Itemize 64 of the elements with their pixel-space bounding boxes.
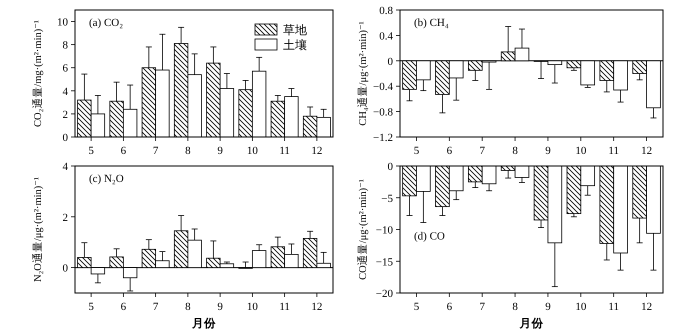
xtick: 6 xyxy=(120,145,126,157)
xtick: 11 xyxy=(279,301,290,313)
ytick: −5 xyxy=(381,192,393,205)
xtick: 12 xyxy=(311,145,322,157)
xtick: 9 xyxy=(545,145,551,157)
ylabel: CO通量/μg·(m²·min)⁻¹ xyxy=(358,179,369,280)
xtick: 9 xyxy=(545,301,551,313)
xtick: 12 xyxy=(641,145,652,157)
xtick: 5 xyxy=(88,145,94,157)
xtick: 5 xyxy=(88,301,94,313)
xtick: 12 xyxy=(641,301,652,313)
xtick: 6 xyxy=(446,301,452,313)
xlabel: 月份 xyxy=(520,318,544,329)
xtick: 7 xyxy=(479,145,485,157)
ytick: 10 xyxy=(57,16,68,29)
xtick: 8 xyxy=(185,145,191,157)
xtick: 10 xyxy=(246,145,258,157)
xlabel: 月份 xyxy=(192,318,216,329)
ytick: 2 xyxy=(62,212,68,224)
ytick: −1.2 xyxy=(373,132,393,144)
ylabel: CH₄通量/μg·(m²·min)⁻¹ xyxy=(358,21,369,126)
ylabel: N₂O通量/μg·(m²·min)⁻¹ xyxy=(33,177,44,282)
ytick: 0.8 xyxy=(379,5,393,17)
title: (c) N₂O xyxy=(89,173,124,185)
ytick: −20 xyxy=(376,288,393,300)
xtick: 7 xyxy=(479,301,485,313)
ytick: 4 xyxy=(62,161,68,173)
ytick: 4 xyxy=(62,86,68,98)
xtick: 10 xyxy=(575,145,586,157)
ytick: 8 xyxy=(62,40,68,52)
xtick: 6 xyxy=(120,301,126,313)
xtick: 6 xyxy=(446,145,452,157)
xtick: 7 xyxy=(152,301,158,313)
title: (b) CH₄ xyxy=(414,17,449,29)
ytick: −0.8 xyxy=(373,106,393,119)
ytick: −0.4 xyxy=(373,81,393,94)
xtick: 10 xyxy=(575,301,586,313)
ytick: 0 xyxy=(388,161,393,173)
ytick: 6 xyxy=(62,62,68,75)
ytick: −15 xyxy=(376,256,393,268)
xtick: 11 xyxy=(279,145,290,157)
xtick: 5 xyxy=(414,145,420,157)
ytick: 0.4 xyxy=(379,30,393,42)
xtick: 8 xyxy=(512,301,518,313)
legend-label: 草地 xyxy=(283,23,307,37)
xtick: 9 xyxy=(217,301,223,313)
ytick: 2 xyxy=(62,108,68,121)
xtick: 11 xyxy=(608,301,619,313)
ytick: 0 xyxy=(388,56,393,68)
ylabel: CO₂通量/mg·(m²·min)⁻¹ xyxy=(33,20,44,127)
xtick: 8 xyxy=(185,301,191,313)
xtick: 9 xyxy=(217,145,223,157)
xtick: 11 xyxy=(608,145,619,157)
title: (a) CO₂ xyxy=(89,17,124,29)
title: (d) CO xyxy=(414,230,445,243)
ytick: −10 xyxy=(376,224,393,236)
ytick: 0 xyxy=(62,262,68,275)
xtick: 7 xyxy=(152,145,158,157)
legend-label: 土壤 xyxy=(283,38,307,52)
xtick: 10 xyxy=(246,301,258,313)
xtick: 5 xyxy=(414,301,420,313)
ytick: 0 xyxy=(62,132,68,144)
xtick: 12 xyxy=(311,301,322,313)
xtick: 8 xyxy=(512,145,518,157)
